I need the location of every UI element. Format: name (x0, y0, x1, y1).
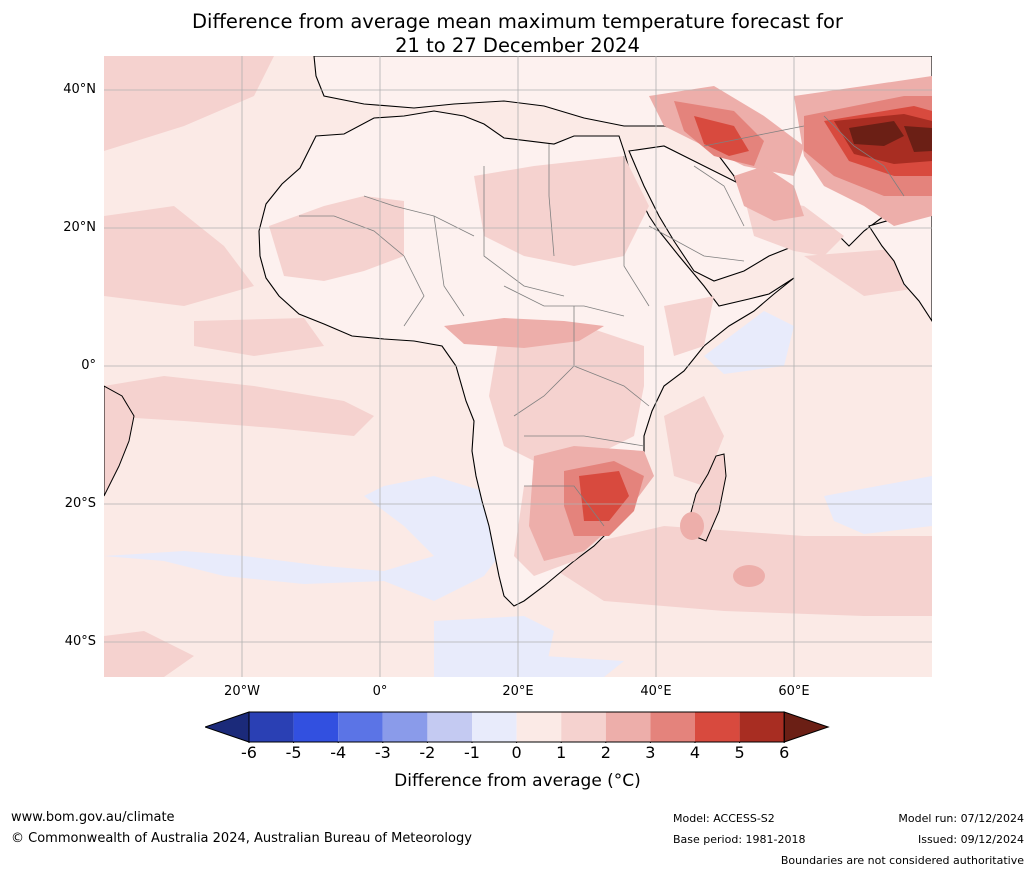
colorbar (205, 711, 830, 743)
colorbar-cell (739, 712, 785, 742)
lat-label-40n: 40°N (63, 82, 96, 97)
lat-label-20n: 20°N (63, 220, 96, 235)
colorbar-tick-label: -4 (330, 743, 347, 762)
colorbar-tick-label: -5 (285, 743, 302, 762)
colorbar-tick-label: 1 (556, 743, 567, 762)
colorbar-tick-label: 2 (600, 743, 611, 762)
footer-model-run: Model run: 07/12/2024 (898, 812, 1024, 825)
arabian-peninsula (628, 145, 805, 282)
lat-label-20s: 20°S (64, 496, 96, 511)
graticule (104, 56, 932, 677)
colorbar-tick-label: 3 (645, 743, 656, 762)
country-borders (299, 115, 905, 527)
colorbar-label: Difference from average (°C) (394, 771, 641, 791)
colorbar-cell (427, 712, 472, 742)
colorbar-tick-label: 5 (734, 743, 745, 762)
colorbar-cell (338, 712, 383, 742)
colorbar-cell (249, 712, 294, 742)
lon-label-20e: 20°E (502, 684, 534, 699)
footer-website: www.bom.gov.au/climate (11, 810, 175, 825)
colorbar-cell (382, 712, 428, 742)
lat-label-40s: 40°S (64, 634, 96, 649)
colorbar-tick-label: 6 (779, 743, 790, 762)
footer-base-period: Base period: 1981-2018 (673, 833, 806, 846)
south-america-edge (104, 385, 135, 497)
temperature-anomaly-map (104, 56, 932, 677)
lon-label-20w: 20°W (224, 684, 260, 699)
lon-label-40e: 40°E (640, 684, 672, 699)
colorbar-tick-label: -6 (241, 743, 257, 762)
footer-disclaimer: Boundaries are not considered authoritat… (780, 854, 1024, 867)
footer-model: Model: ACCESS-S2 (673, 812, 775, 825)
colorbar-tick-label: -2 (419, 743, 436, 762)
colorbar-tick-label: -3 (374, 743, 391, 762)
colorbar-cell (293, 712, 339, 742)
colorbar-tick-label: 0 (511, 743, 522, 762)
colorbar-tick-label: 4 (689, 743, 701, 762)
colorbar-tick-label: -1 (464, 743, 480, 762)
colorbar-cell (561, 712, 606, 742)
colorbar-extend-high (783, 711, 830, 743)
lon-label-60e: 60°E (778, 684, 810, 699)
land-anomaly-over6 (849, 121, 932, 152)
footer-copyright: © Commonwealth of Australia 2024, Austra… (11, 831, 472, 846)
colorbar-cell (472, 712, 517, 742)
lon-label-0: 0° (372, 684, 388, 699)
map-title-line-1: Difference from average mean maximum tem… (192, 10, 843, 33)
footer-issued: Issued: 09/12/2024 (917, 833, 1024, 846)
colorbar-cell (516, 712, 562, 742)
colorbar-cell (695, 712, 740, 742)
colorbar-cell (650, 712, 695, 742)
colorbar-cell (605, 712, 651, 742)
colorbar-extend-low (205, 711, 250, 743)
map-title-line-2: 21 to 27 December 2024 (395, 34, 640, 57)
lat-label-0: 0° (81, 358, 96, 373)
